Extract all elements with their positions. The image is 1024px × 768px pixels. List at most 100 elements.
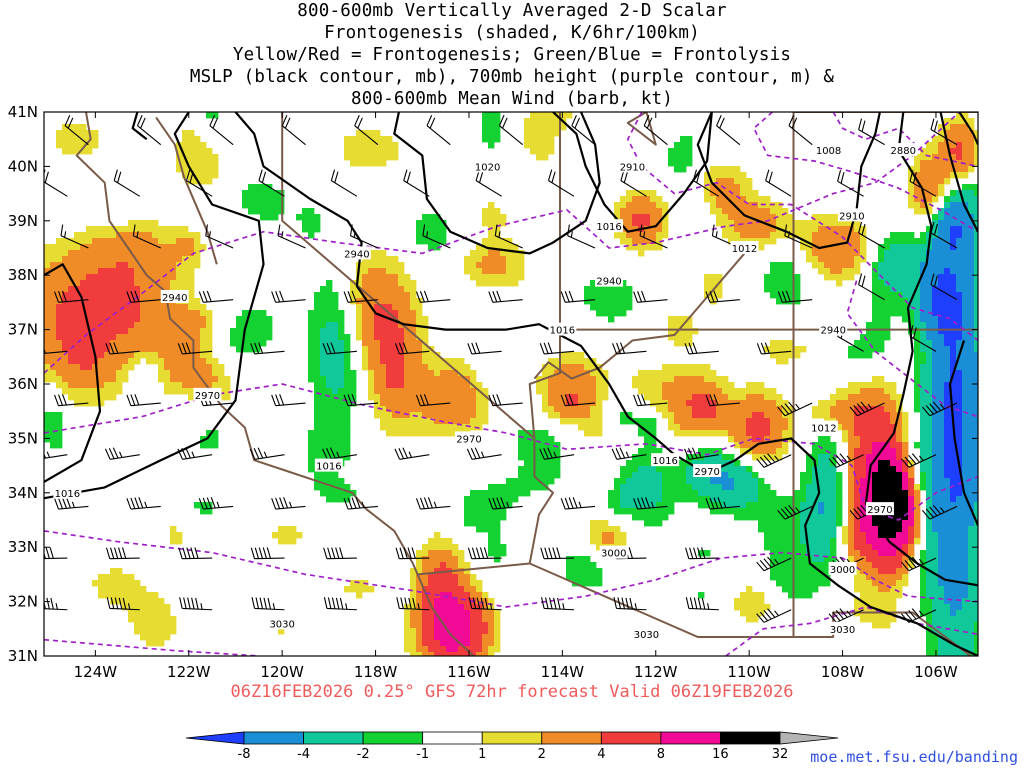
shade-cell	[440, 382, 447, 389]
shade-cell	[914, 538, 921, 545]
shade-cell	[800, 532, 807, 539]
shade-cell	[374, 406, 381, 413]
shade-cell	[788, 268, 795, 275]
shade-cell	[944, 364, 951, 371]
shade-cell	[338, 394, 345, 401]
shade-cell	[746, 190, 753, 197]
shade-cell	[176, 280, 183, 287]
shade-cell	[410, 394, 417, 401]
shade-cell	[932, 544, 939, 551]
shade-cell	[308, 334, 315, 341]
shade-cell	[410, 340, 417, 347]
shade-cell	[572, 400, 579, 407]
shade-cell	[824, 400, 831, 407]
shade-cell	[308, 376, 315, 383]
shade-cell	[374, 322, 381, 329]
shade-cell	[602, 382, 609, 389]
shade-cell	[884, 268, 891, 275]
shade-cell	[50, 436, 57, 443]
shade-cell	[758, 514, 765, 521]
shade-cell	[860, 430, 867, 437]
shade-cell	[524, 124, 531, 131]
shade-cell	[944, 496, 951, 503]
shade-cell	[800, 580, 807, 587]
shade-cell	[938, 316, 945, 323]
shade-cell	[218, 376, 225, 383]
shade-cell	[908, 286, 915, 293]
shade-cell	[662, 382, 669, 389]
shade-cell	[572, 376, 579, 383]
shade-cell	[638, 244, 645, 251]
shade-cell	[668, 328, 675, 335]
shade-cell	[572, 562, 579, 569]
shade-cell	[134, 346, 141, 353]
shade-cell	[926, 316, 933, 323]
shade-cell	[866, 436, 873, 443]
shade-cell	[440, 598, 447, 605]
shade-cell	[878, 442, 885, 449]
shade-cell	[800, 556, 807, 563]
shade-cell	[914, 442, 921, 449]
shade-cell	[956, 124, 963, 131]
shade-cell	[860, 388, 867, 395]
shade-cell	[164, 286, 171, 293]
shade-cell	[80, 394, 87, 401]
shade-cell	[92, 580, 99, 587]
shade-cell	[788, 274, 795, 281]
shade-cell	[374, 382, 381, 389]
shade-cell	[482, 418, 489, 425]
shade-cell	[410, 418, 417, 425]
shade-cell	[632, 514, 639, 521]
shade-cell	[926, 160, 933, 167]
shade-cell	[728, 418, 735, 425]
shade-cell	[266, 202, 273, 209]
shade-cell	[494, 508, 501, 515]
shade-cell	[854, 346, 861, 353]
shade-cell	[104, 334, 111, 341]
shade-cell	[914, 166, 921, 173]
shade-cell	[944, 232, 951, 239]
shade-cell	[290, 538, 297, 545]
shade-cell	[818, 484, 825, 491]
shade-cell	[110, 346, 117, 353]
shade-cell	[596, 418, 603, 425]
shade-cell	[158, 256, 165, 263]
shade-cell	[770, 418, 777, 425]
shade-cell	[152, 220, 159, 227]
shade-cell	[494, 484, 501, 491]
shade-cell	[920, 196, 927, 203]
shade-cell	[104, 370, 111, 377]
shade-cell	[950, 484, 957, 491]
shade-cell	[98, 592, 105, 599]
shade-cell	[320, 490, 327, 497]
shade-cell	[338, 496, 345, 503]
shade-cell	[548, 148, 555, 155]
shade-cell	[464, 580, 471, 587]
shade-cell	[482, 526, 489, 533]
shade-cell	[464, 400, 471, 407]
shade-cell	[248, 184, 255, 191]
shade-cell	[950, 334, 957, 341]
shade-cell	[956, 484, 963, 491]
shade-cell	[452, 556, 459, 563]
shade-cell	[974, 454, 978, 461]
shade-cell	[146, 604, 153, 611]
shade-cell	[434, 382, 441, 389]
shade-cell	[146, 592, 153, 599]
shade-cell	[86, 298, 93, 305]
shade-cell	[284, 532, 291, 539]
shade-cell	[260, 214, 267, 221]
shade-cell	[740, 394, 747, 401]
shade-cell	[332, 346, 339, 353]
shade-cell	[776, 538, 783, 545]
shade-cell	[392, 256, 399, 263]
shade-cell	[662, 370, 669, 377]
shade-cell	[398, 376, 405, 383]
shade-cell	[74, 328, 81, 335]
shade-cell	[968, 502, 975, 509]
shade-cell	[344, 448, 351, 455]
shade-cell	[872, 430, 879, 437]
shade-cell	[368, 292, 375, 299]
shade-cell	[560, 388, 567, 395]
shade-cell	[956, 430, 963, 437]
